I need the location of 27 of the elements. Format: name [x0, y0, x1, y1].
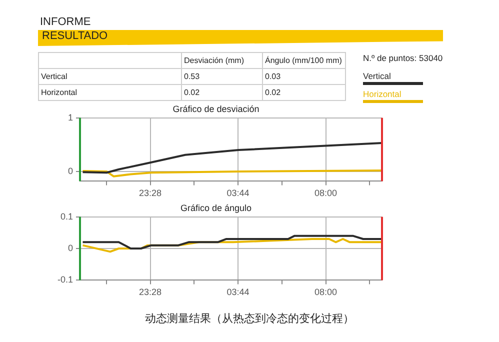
- y-tick-label: 0: [68, 166, 73, 176]
- text: Vertical: [38, 68, 182, 84]
- chart-title: Gráfico de desviación: [172, 104, 260, 114]
- text: 动态测量结果（从热态到冷态的变化过程）: [144, 311, 355, 326]
- text: INFORME: [40, 16, 91, 28]
- text: 0.02: [262, 84, 346, 100]
- chart-title: Gráfico de ángulo: [180, 202, 252, 213]
- text: 0.02: [182, 84, 262, 100]
- text: Horizontal: [38, 84, 182, 100]
- x-tick-label: 23:28: [139, 188, 162, 198]
- text: N.º de puntos: 53040: [363, 53, 443, 63]
- text: 0.03: [262, 68, 346, 84]
- category-label: Desviación (mm): [182, 52, 262, 68]
- x-tick-label: 03:44: [226, 188, 250, 198]
- y-tick-label: 1: [68, 112, 73, 122]
- y-tick-label: 0.1: [60, 211, 73, 222]
- text: Vertical: [363, 71, 392, 81]
- text: 0.53: [182, 68, 262, 84]
- text: RESULTADO: [42, 30, 108, 42]
- x-tick-label: 23:28: [139, 287, 162, 298]
- x-tick-label: 03:44: [226, 287, 250, 298]
- category-label: Ángulo (mm/100 mm): [262, 52, 346, 68]
- y-tick-label: 0: [68, 242, 73, 253]
- x-tick-label: 08:00: [314, 287, 338, 298]
- text: Horizontal: [363, 89, 402, 99]
- y-tick-label: -0.1: [57, 274, 73, 285]
- x-tick-label: 08:00: [314, 188, 338, 198]
